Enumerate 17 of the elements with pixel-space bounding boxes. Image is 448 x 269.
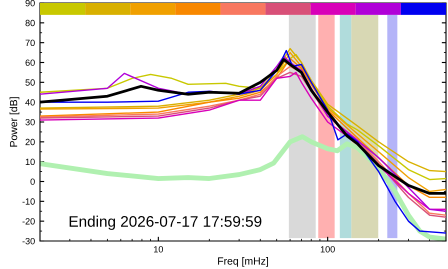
y-tick-label: 90 xyxy=(26,0,35,6)
y-tick-label: -30 xyxy=(22,238,35,244)
y-tick-label: 30 xyxy=(25,118,35,126)
y-tick-label: 50 xyxy=(25,79,35,86)
x-axis-title: Freq [mHz] xyxy=(218,257,268,267)
y-tick-label: 60 xyxy=(26,59,35,66)
y-tick-label: 0 xyxy=(30,178,35,185)
x-tick-label: 100 xyxy=(320,246,335,252)
y-tick-label: 40 xyxy=(25,99,35,106)
y-tick-label: -10 xyxy=(22,198,35,205)
y-tick-label: -20 xyxy=(22,218,35,225)
annotation: Ending 2026-07-17 17:59:59 xyxy=(70,216,262,230)
y-tick-label: 70 xyxy=(26,40,35,46)
y-tick-label: 80 xyxy=(25,20,35,26)
y-tick-label: 20 xyxy=(26,138,35,146)
y-tick-label: 10 xyxy=(26,158,35,166)
y-axis-title: Power [dB] xyxy=(10,97,20,147)
